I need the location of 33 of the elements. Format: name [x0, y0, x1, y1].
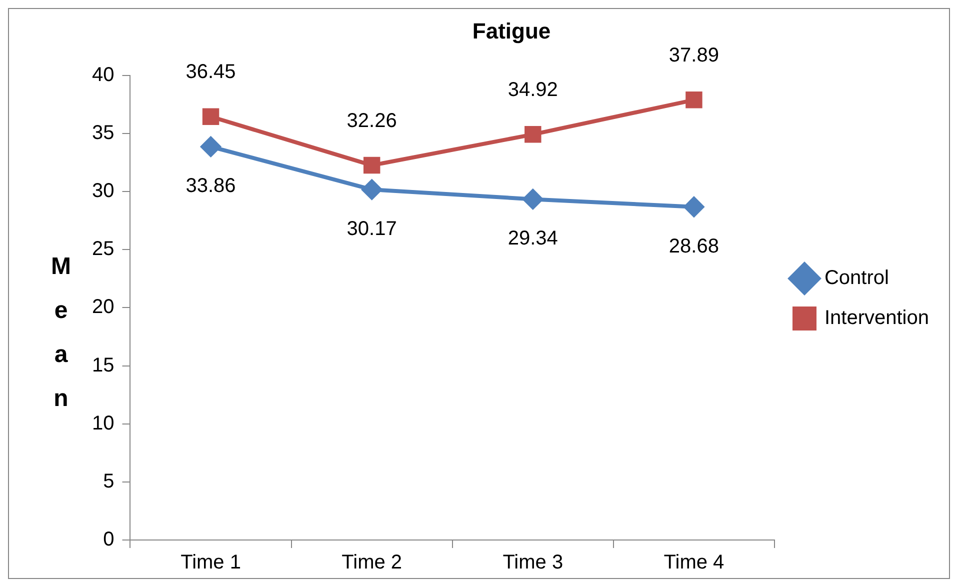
data-label: 34.92: [508, 78, 558, 101]
legend-label: Intervention: [824, 307, 930, 330]
data-label: 30.17: [346, 218, 397, 240]
point: [363, 156, 380, 174]
point: [362, 180, 382, 200]
data-label: 37.89: [668, 44, 719, 66]
y-tick-label: 25: [92, 238, 114, 260]
data-label: 29.34: [508, 228, 558, 250]
point: [686, 92, 702, 108]
data-label: 28.68: [668, 235, 719, 258]
y-tick-label: 35: [92, 122, 114, 144]
y-tick-label: 30: [92, 180, 114, 202]
point: [202, 108, 220, 125]
point: [684, 196, 704, 217]
y-axis-title: Mean: [50, 252, 72, 414]
y-tick-label: 15: [92, 354, 114, 376]
point: [524, 126, 542, 143]
point: [200, 136, 221, 157]
data-label: 33.86: [186, 175, 236, 198]
x-tick-label: Time 3: [502, 552, 564, 574]
y-tick-label: 10: [92, 412, 114, 434]
x-tick-label: Time 1: [180, 552, 241, 574]
chart-title: Fatigue: [472, 18, 551, 44]
y-tick-label: 5: [103, 470, 114, 492]
x-tick-label: Time 2: [342, 552, 402, 574]
data-label: 36.45: [186, 61, 236, 84]
x-tick-label: Time 4: [664, 552, 724, 574]
y-tick-label: 40: [92, 64, 114, 86]
y-tick-label: 0: [103, 528, 114, 551]
data-label: 32.26: [346, 110, 397, 132]
point: [522, 189, 543, 210]
legend-label: Control: [824, 267, 889, 290]
y-tick-label: 20: [92, 296, 114, 318]
